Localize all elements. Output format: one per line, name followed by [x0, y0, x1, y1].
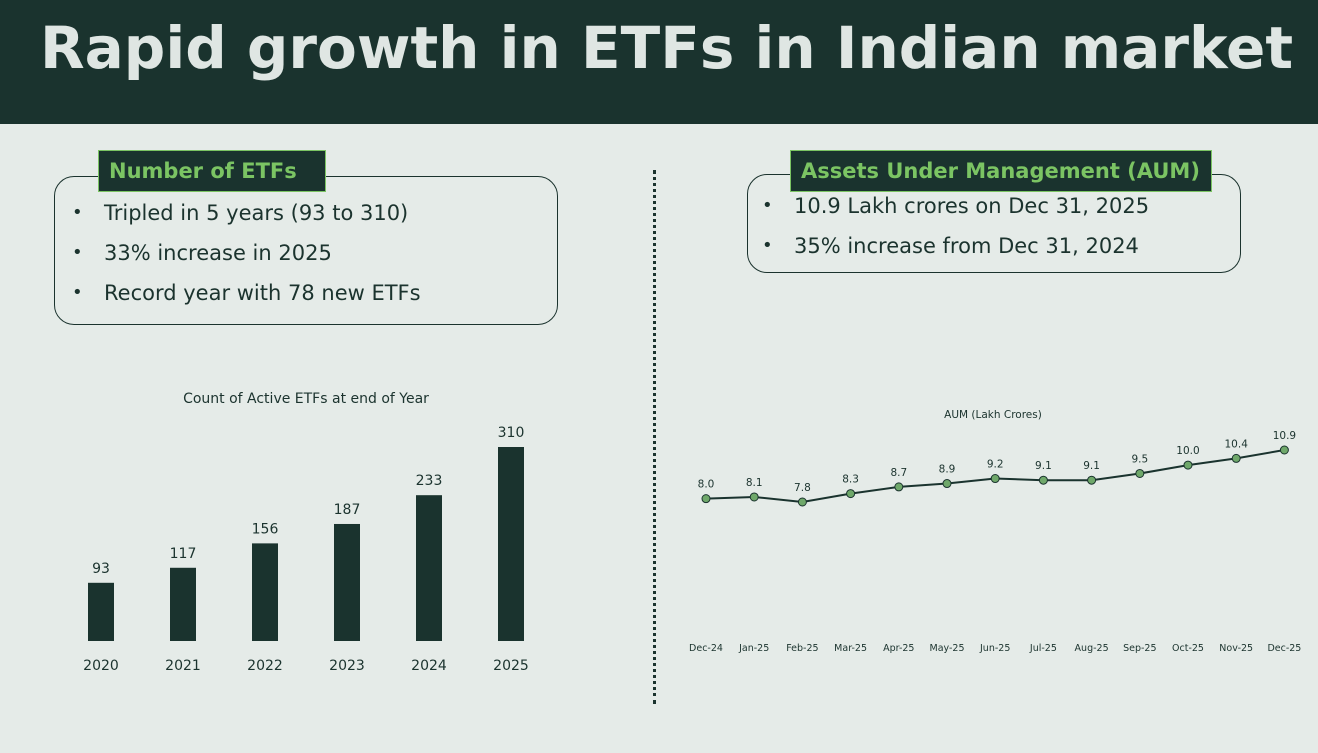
bar-value-label: 187 [334, 502, 361, 518]
aum-point-Oct-25 [1183, 460, 1193, 470]
header-banner: Rapid growth in ETFs in Indian market [0, 0, 1318, 124]
x-tick-label: Apr-25 [883, 643, 914, 654]
aum-point-Jun-25 [990, 474, 1000, 484]
aum-point-Dec-24 [701, 494, 711, 504]
etf-count-heading: Number of ETFs [98, 150, 326, 192]
section-divider [653, 170, 656, 704]
aum-point-Feb-25 [797, 497, 807, 507]
aum-point-Aug-25 [1087, 475, 1097, 485]
bar-2021 [170, 567, 196, 641]
bullet-item: Record year with 78 new ETFs [72, 273, 421, 313]
x-tick-label: 2022 [247, 658, 283, 674]
x-tick-label: Feb-25 [786, 643, 818, 654]
point-value-label: 10.9 [1273, 430, 1296, 442]
x-tick-label: 2025 [493, 658, 529, 674]
x-tick-label: May-25 [930, 643, 965, 654]
point-value-label: 7.8 [794, 482, 811, 494]
x-tick-label: Aug-25 [1075, 643, 1109, 654]
point-value-label: 8.3 [842, 474, 859, 486]
bar-value-label: 93 [92, 561, 110, 577]
bar-chart-title: Count of Active ETFs at end of Year [183, 391, 429, 407]
page-title: Rapid growth in ETFs in Indian market [40, 14, 1294, 82]
bar-2020 [88, 582, 114, 641]
point-value-label: 9.2 [987, 459, 1004, 471]
x-tick-label: 2020 [83, 658, 119, 674]
aum-point-Nov-25 [1231, 453, 1241, 463]
aum-point-Jan-25 [749, 492, 759, 502]
aum-point-Dec-25 [1279, 445, 1289, 455]
bar-2022 [252, 543, 278, 641]
aum-heading: Assets Under Management (AUM) [790, 150, 1212, 192]
etf-count-bullets: Tripled in 5 years (93 to 310) 33% incre… [72, 193, 421, 313]
x-tick-label: Mar-25 [834, 643, 867, 654]
point-value-label: 9.1 [1083, 460, 1100, 472]
bullet-item: Tripled in 5 years (93 to 310) [72, 193, 421, 233]
aum-point-Jul-25 [1038, 475, 1048, 485]
bullet-item: 35% increase from Dec 31, 2024 [762, 226, 1149, 266]
aum-point-Apr-25 [894, 482, 904, 492]
x-tick-label: Jan-25 [738, 643, 769, 654]
point-value-label: 8.0 [698, 479, 715, 491]
aum-point-Mar-25 [846, 489, 856, 499]
x-tick-label: Jun-25 [979, 643, 1010, 654]
x-tick-label: Dec-24 [689, 643, 723, 654]
x-tick-label: 2023 [329, 658, 365, 674]
bar-value-label: 310 [498, 425, 525, 441]
bar-2024 [416, 495, 442, 641]
bar-2025 [498, 447, 524, 641]
bar-value-label: 156 [252, 521, 279, 537]
point-value-label: 9.1 [1035, 460, 1052, 472]
bar-value-label: 117 [170, 546, 197, 562]
bullet-item: 10.9 Lakh crores on Dec 31, 2025 [762, 186, 1149, 226]
point-value-label: 10.4 [1225, 438, 1249, 450]
x-tick-label: Sep-25 [1123, 643, 1156, 654]
point-value-label: 8.7 [890, 467, 907, 479]
bar-2023 [334, 523, 360, 641]
point-value-label: 8.9 [939, 464, 956, 476]
bar-value-label: 233 [416, 473, 443, 489]
aum-point-May-25 [942, 479, 952, 489]
x-tick-label: Oct-25 [1172, 643, 1204, 654]
point-value-label: 9.5 [1131, 453, 1148, 465]
x-tick-label: 2021 [165, 658, 201, 674]
x-tick-label: Nov-25 [1219, 643, 1253, 654]
aum-point-Sep-25 [1135, 468, 1145, 478]
point-value-label: 10.0 [1176, 445, 1199, 457]
point-value-label: 8.1 [746, 477, 763, 489]
x-tick-label: Jul-25 [1029, 643, 1057, 654]
x-tick-label: Dec-25 [1267, 643, 1301, 654]
x-tick-label: 2024 [411, 658, 447, 674]
bullet-item: 33% increase in 2025 [72, 233, 421, 273]
line-chart-title: AUM (Lakh Crores) [944, 409, 1042, 421]
aum-bullets: 10.9 Lakh crores on Dec 31, 2025 35% inc… [762, 186, 1149, 266]
